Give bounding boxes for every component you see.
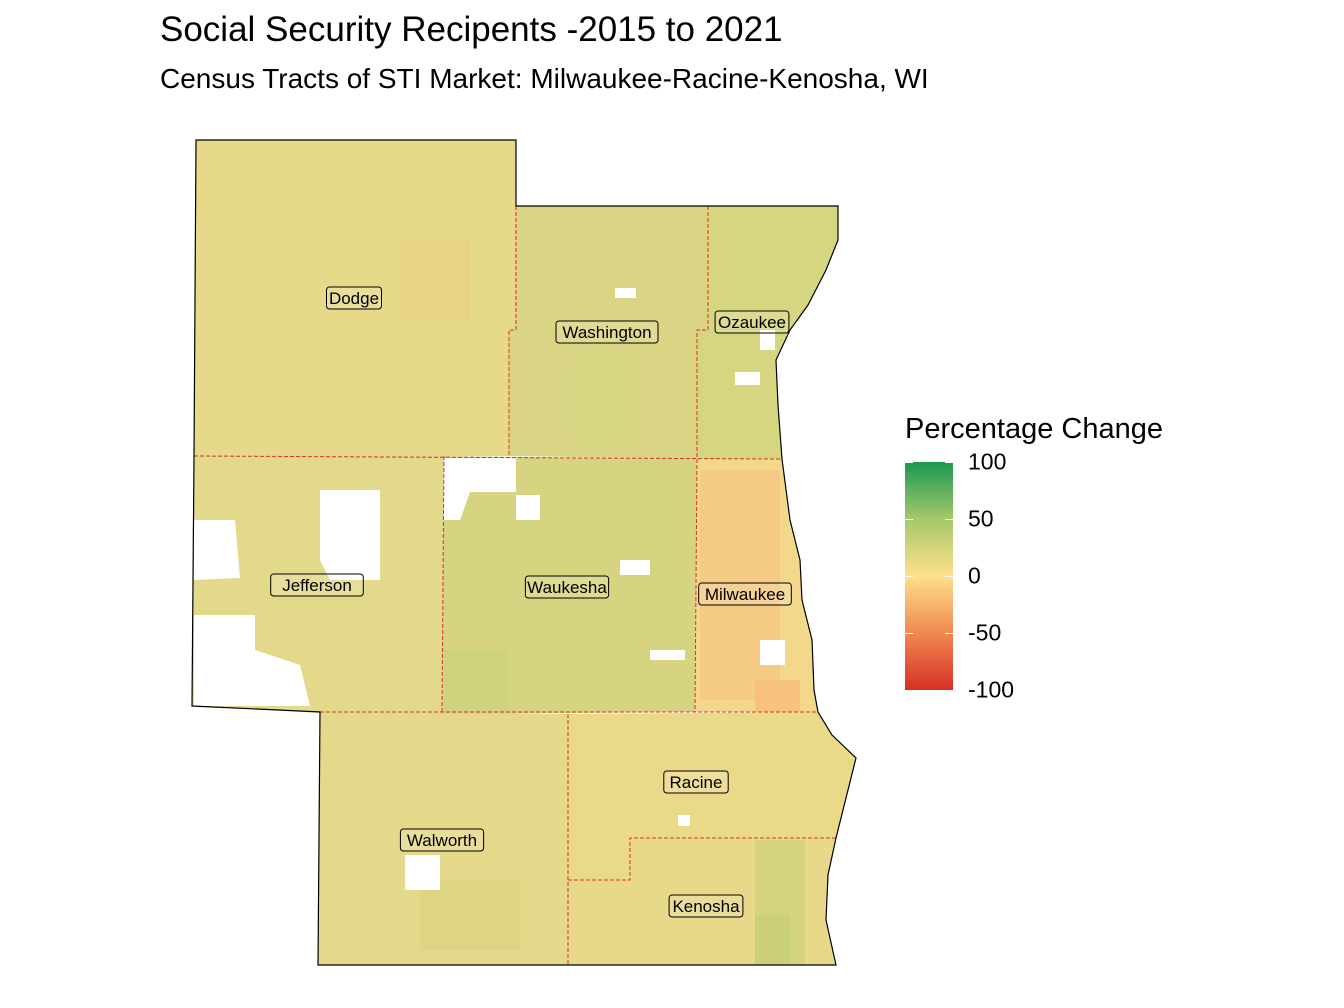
no-data-area-6 bbox=[760, 640, 785, 665]
no-data-area-3 bbox=[194, 615, 310, 706]
no-data-area-7 bbox=[405, 855, 440, 890]
no-data-area-1 bbox=[320, 490, 380, 580]
county-label-waukesha: Waukesha bbox=[524, 575, 610, 599]
tract-patch-0 bbox=[444, 650, 508, 712]
county-boundary-1 bbox=[694, 206, 709, 713]
no-data-area-11 bbox=[735, 372, 760, 385]
no-data-area-4 bbox=[516, 495, 540, 520]
tract-patch-2 bbox=[755, 915, 790, 965]
legend-tick-mark bbox=[945, 462, 953, 463]
legend-title: Percentage Change bbox=[905, 413, 1163, 445]
legend-tick-label: 0 bbox=[968, 562, 981, 589]
county-boundary-3 bbox=[441, 455, 445, 715]
county-waukesha-fill bbox=[442, 456, 697, 714]
county-boundary-6 bbox=[568, 837, 836, 881]
no-data-area-12 bbox=[760, 330, 775, 350]
county-label-kenosha: Kenosha bbox=[668, 894, 744, 918]
no-data-area-9 bbox=[650, 650, 685, 660]
no-data-area-8 bbox=[678, 815, 690, 826]
svg-text:Milwaukee: Milwaukee bbox=[705, 585, 785, 604]
no-data-area-0 bbox=[444, 458, 516, 520]
legend-tick-mark bbox=[945, 690, 953, 691]
tract-patch-3 bbox=[570, 360, 640, 440]
svg-text:Racine: Racine bbox=[670, 773, 723, 792]
county-boundary-2 bbox=[193, 455, 783, 460]
county-label-washington: Washington bbox=[555, 320, 659, 344]
tract-patch-6 bbox=[400, 240, 470, 320]
map-title: Social Security Recipents -2015 to 2021 bbox=[160, 10, 783, 49]
legend-tick-mark bbox=[945, 576, 953, 577]
no-data-area-5 bbox=[620, 560, 650, 575]
legend-tick-label: 100 bbox=[968, 448, 1007, 475]
legend-tick-mark bbox=[905, 519, 913, 520]
svg-text:Kenosha: Kenosha bbox=[672, 897, 740, 916]
county-dodge-fill bbox=[194, 140, 516, 456]
tract-patch-7 bbox=[420, 880, 520, 950]
svg-text:Ozaukee: Ozaukee bbox=[718, 313, 786, 332]
legend-tick-mark bbox=[905, 576, 913, 577]
legend-tick-mark bbox=[905, 633, 913, 634]
no-data-area-2 bbox=[194, 520, 240, 580]
county-label-dodge: Dodge bbox=[326, 286, 382, 310]
legend-tick-mark bbox=[905, 462, 913, 463]
legend-tick-label: 50 bbox=[968, 505, 994, 532]
tract-patch-5 bbox=[755, 680, 800, 712]
county-boundary-0 bbox=[508, 206, 517, 456]
county-label-ozaukee: Ozaukee bbox=[714, 310, 790, 334]
county-washington-fill bbox=[509, 206, 708, 459]
county-label-milwaukee: Milwaukee bbox=[698, 582, 792, 606]
map-subtitle: Census Tracts of STI Market: Milwaukee-R… bbox=[160, 63, 929, 94]
legend-tick-mark bbox=[945, 633, 953, 634]
svg-text:Jefferson: Jefferson bbox=[282, 576, 352, 595]
county-label-jefferson: Jefferson bbox=[270, 573, 364, 597]
svg-text:Waukesha: Waukesha bbox=[527, 578, 607, 597]
legend-tick-label: -100 bbox=[968, 676, 1015, 703]
svg-text:Walworth: Walworth bbox=[407, 831, 477, 850]
svg-text:Dodge: Dodge bbox=[329, 289, 379, 308]
county-label-racine: Racine bbox=[663, 770, 729, 794]
no-data-area-10 bbox=[615, 288, 636, 298]
legend-tick-mark bbox=[945, 519, 953, 520]
svg-text:Washington: Washington bbox=[562, 323, 651, 342]
legend-tick-label: -50 bbox=[968, 619, 1002, 646]
legend-tick-mark bbox=[905, 690, 913, 691]
county-label-walworth: Walworth bbox=[399, 828, 485, 852]
